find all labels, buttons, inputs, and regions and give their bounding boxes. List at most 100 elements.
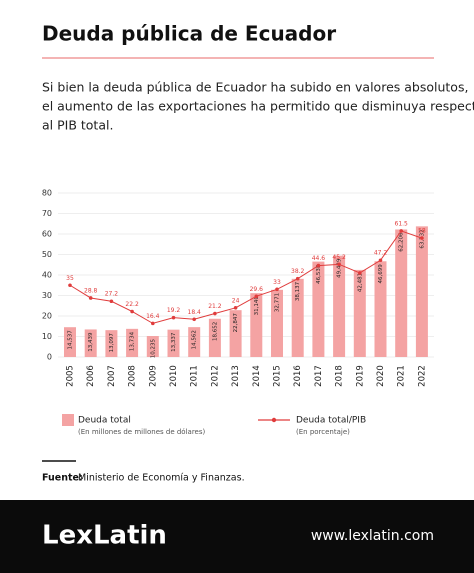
bar: [395, 229, 408, 357]
bar: [415, 226, 428, 357]
bar: [167, 329, 180, 357]
bar-value-label: 38,137: [295, 281, 301, 301]
bar-value-label: 22,847: [233, 313, 239, 333]
bar-value-label: 31,140: [254, 296, 260, 316]
bar-value-label: 13,097: [109, 333, 115, 353]
line-value-label: 45.2: [332, 254, 346, 261]
line-point: [399, 229, 404, 233]
x-tick-label: 2018: [335, 365, 345, 387]
line-point: [130, 309, 134, 314]
line-value-label: 33: [273, 279, 281, 286]
source: Ministerio de Economía y Finanzas.: [78, 473, 245, 484]
line-point: [88, 296, 93, 300]
y-tick-label: 40: [42, 271, 52, 280]
brand: LexLatin: [42, 521, 167, 551]
legend-swatch: [62, 414, 74, 426]
bar-value-label: 13,734: [130, 331, 136, 351]
x-tick-label: 2019: [355, 365, 365, 387]
line-point: [295, 276, 300, 281]
bar: [353, 269, 366, 357]
legend-label: Deuda total/PIB: [296, 416, 366, 426]
line-point: [378, 258, 383, 263]
x-tick-label: 2005: [66, 365, 76, 387]
line-value-label: 16.4: [146, 313, 160, 320]
y-tick-label: 30: [42, 291, 52, 300]
line-value-label: 24: [232, 297, 240, 304]
line-value-label: 22.2: [125, 301, 139, 308]
x-tick-label: 2014: [252, 365, 262, 387]
x-tick-label: 2006: [86, 365, 96, 387]
x-tick-label: 2007: [107, 365, 117, 387]
bar-value-label: 46,538: [316, 264, 322, 284]
bar: [188, 327, 201, 357]
subtitle-line: al PIB total.: [42, 118, 113, 133]
bar-value-label: 13,439: [88, 332, 94, 352]
x-tick-label: 2021: [397, 365, 407, 387]
bar-value-label: 49,429: [337, 258, 343, 278]
bar-value-label: 18,652: [212, 322, 218, 341]
bar: [333, 255, 346, 357]
x-tick-label: 2013: [231, 365, 241, 387]
x-tick-label: 2009: [148, 365, 158, 387]
legend-swatch: [271, 417, 277, 423]
x-tick-label: 2016: [293, 365, 303, 387]
line-point: [275, 287, 279, 292]
y-tick-label: 60: [42, 230, 52, 239]
x-tick-label: 2008: [128, 365, 138, 387]
line-value-label: 38.2: [291, 268, 305, 275]
line-value-label: 18.4: [188, 309, 202, 316]
line-point: [68, 283, 72, 288]
bar: [312, 261, 325, 357]
legend-note: (En porcentaje): [296, 428, 350, 436]
y-tick-label: 20: [42, 312, 52, 321]
line-point: [337, 262, 341, 267]
line-point: [192, 317, 196, 322]
bar: [291, 278, 304, 357]
bar-value-label: 62,206: [399, 232, 405, 252]
bar-value-label: 14,537: [68, 330, 74, 350]
x-tick-label: 2017: [314, 365, 324, 387]
x-tick-label: 2015: [273, 365, 283, 387]
legend-note: (En millones de millones de dólares): [78, 428, 206, 436]
line-point: [358, 271, 362, 275]
y-tick-label: 50: [42, 250, 52, 259]
line-point: [316, 263, 321, 268]
line-value-label: 35: [66, 275, 74, 282]
line-value-label: 47.2: [374, 250, 388, 257]
bar-value-label: 13,337: [171, 332, 177, 352]
line-value-label: 29.6: [250, 286, 264, 293]
line-point: [171, 315, 176, 320]
x-tick-label: 2010: [169, 365, 179, 387]
line-point: [420, 236, 424, 240]
x-tick-label: 2011: [190, 365, 200, 387]
x-tick-label: 2020: [376, 365, 386, 387]
bar: [271, 289, 283, 357]
footer-url[interactable]: www.lexlatin.com: [311, 528, 434, 544]
bar: [84, 329, 97, 357]
bar: [229, 310, 242, 357]
chart-title: Deuda pública de Ecuador: [42, 22, 336, 46]
bar: [126, 328, 139, 357]
x-tick-label: 2022: [417, 365, 427, 387]
subtitle-line: Si bien la deuda pública de Ecuador ha s…: [42, 80, 468, 95]
bar: [208, 318, 221, 357]
footer-band: [0, 500, 474, 573]
line-value-label: 58: [418, 228, 426, 235]
y-tick-label: 70: [42, 209, 52, 218]
source-label: Fuente:: [42, 473, 83, 484]
line-point: [213, 311, 217, 316]
bar: [250, 293, 263, 357]
x-tick-label: 2012: [210, 365, 220, 387]
line: [69, 230, 423, 324]
line-value-label: 28.8: [84, 287, 98, 294]
bar-value-label: 46,699: [378, 264, 384, 284]
line-point: [151, 321, 155, 326]
bar-value-label: 10,235: [150, 339, 156, 359]
y-tick-label: 10: [42, 332, 52, 341]
bar: [146, 336, 159, 357]
bar-value-label: 14,562: [192, 330, 198, 349]
bar-value-label: 32,771: [275, 293, 281, 312]
bar-value-label: 42,481: [357, 273, 363, 292]
